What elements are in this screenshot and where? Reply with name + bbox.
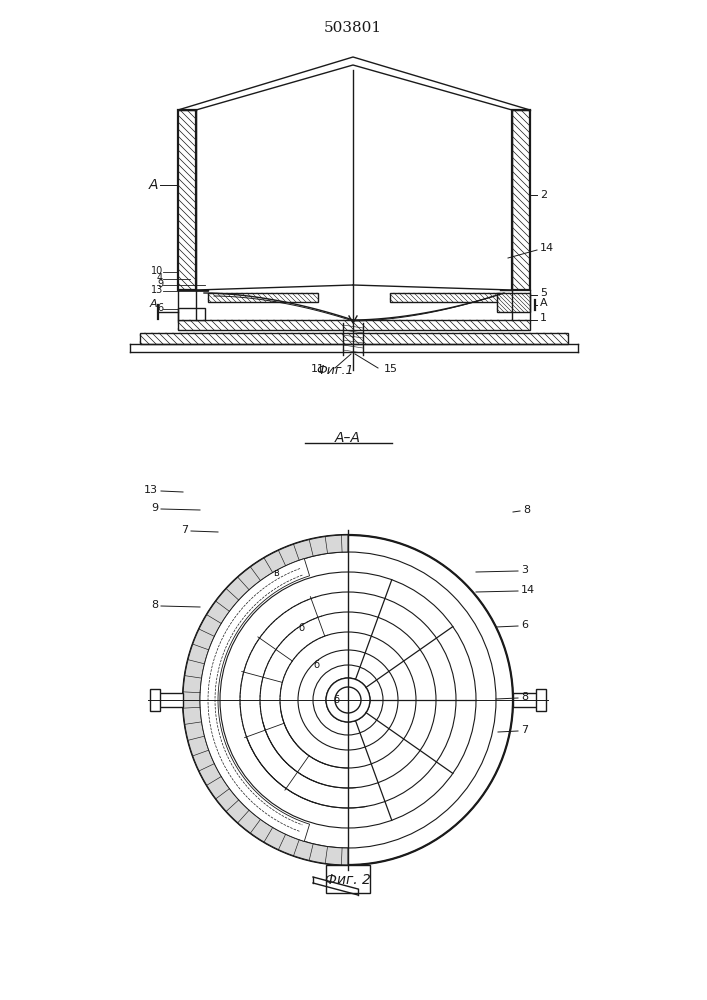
Text: 6: 6 (521, 620, 528, 630)
Text: Фиг. 2: Фиг. 2 (325, 873, 371, 887)
Polygon shape (390, 293, 500, 302)
Text: 4: 4 (157, 273, 163, 283)
Text: 9: 9 (151, 503, 158, 513)
Text: 14: 14 (540, 243, 554, 253)
Text: 6: 6 (157, 303, 163, 313)
Text: А: А (149, 299, 157, 309)
Text: 13: 13 (151, 285, 163, 295)
Text: 3: 3 (521, 565, 528, 575)
Polygon shape (497, 293, 530, 312)
Polygon shape (200, 559, 310, 841)
Text: 13: 13 (144, 485, 158, 495)
Text: 8: 8 (521, 692, 528, 702)
Text: б: б (333, 695, 339, 705)
Polygon shape (178, 320, 530, 330)
Polygon shape (150, 689, 160, 711)
Circle shape (326, 678, 370, 722)
Text: 10: 10 (151, 266, 163, 276)
Polygon shape (178, 308, 205, 320)
Text: б: б (298, 623, 304, 633)
Polygon shape (513, 693, 541, 707)
Text: 2: 2 (540, 190, 547, 200)
Polygon shape (155, 693, 183, 707)
Text: 14: 14 (521, 585, 535, 595)
Polygon shape (183, 535, 348, 865)
Text: 9: 9 (157, 279, 163, 289)
Text: б: б (313, 660, 319, 670)
Text: 5: 5 (540, 288, 547, 298)
Circle shape (335, 687, 361, 713)
Text: Фиг.1: Фиг.1 (316, 363, 354, 376)
Polygon shape (536, 689, 546, 711)
Text: А: А (148, 178, 158, 192)
Polygon shape (512, 110, 530, 290)
Polygon shape (140, 333, 568, 344)
Polygon shape (326, 865, 370, 893)
Text: 1: 1 (540, 313, 547, 323)
Polygon shape (208, 293, 318, 302)
Text: в: в (273, 568, 279, 578)
Text: А: А (540, 298, 548, 308)
Text: А–А: А–А (335, 431, 361, 445)
Text: 11: 11 (311, 364, 325, 374)
Text: 503801: 503801 (324, 21, 382, 35)
Text: 7: 7 (521, 725, 528, 735)
Text: 8: 8 (151, 600, 158, 610)
Text: 7: 7 (181, 525, 188, 535)
Text: 8: 8 (523, 505, 530, 515)
Polygon shape (178, 110, 196, 290)
Text: 15: 15 (384, 364, 398, 374)
